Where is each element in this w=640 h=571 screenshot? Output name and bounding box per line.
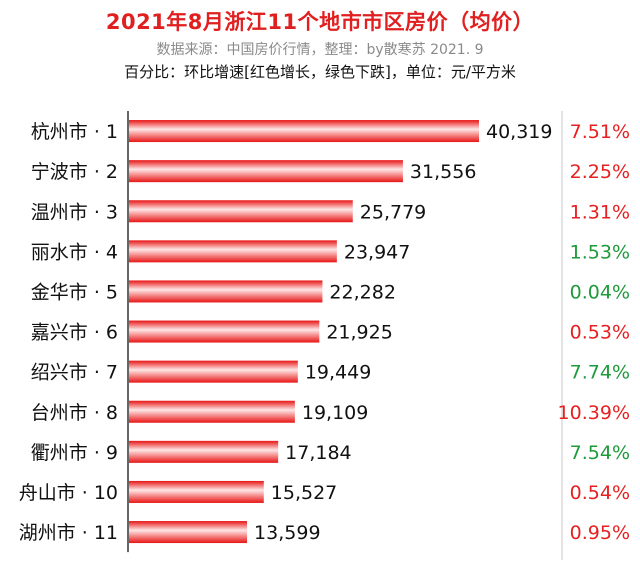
growth-label: 0.53%: [570, 322, 630, 344]
growth-label: 7.74%: [570, 362, 630, 384]
category-label: 衢州市 · 9: [31, 442, 118, 464]
growth-label: 10.39%: [558, 402, 630, 424]
bar: [129, 400, 295, 423]
value-label: 13,599: [254, 522, 320, 544]
chart-source: 数据来源：中国房价行情，整理：by散寒苏 2021. 9: [156, 42, 484, 58]
value-label: 17,184: [285, 442, 351, 464]
growth-label: 1.53%: [570, 241, 630, 263]
value-label: 19,109: [302, 402, 368, 424]
value-label: 15,527: [271, 482, 337, 504]
category-label: 台州市 · 8: [31, 402, 118, 424]
category-label: 湖州市 · 11: [19, 522, 118, 544]
growth-label: 0.95%: [570, 522, 630, 544]
bar: [129, 480, 264, 503]
bar: [129, 200, 353, 223]
category-label: 舟山市 · 10: [19, 482, 118, 504]
bar: [129, 160, 403, 183]
category-label: 嘉兴市 · 6: [31, 322, 118, 344]
growth-label: 7.51%: [570, 121, 630, 143]
bar: [129, 360, 298, 383]
growth-label: 1.31%: [570, 201, 630, 223]
value-label: 40,319: [486, 121, 552, 143]
bar: [129, 521, 248, 544]
bar: [129, 280, 323, 303]
value-label: 21,925: [326, 322, 392, 344]
bar: [129, 440, 279, 463]
bar: [129, 320, 320, 343]
growth-label: 0.54%: [570, 482, 630, 504]
value-label: 22,282: [329, 281, 395, 303]
category-label: 杭州市 · 1: [31, 121, 118, 143]
category-label: 金华市 · 5: [31, 281, 118, 303]
category-label: 宁波市 · 2: [31, 161, 118, 183]
category-label: 绍兴市 · 7: [31, 362, 118, 384]
bar: [129, 120, 479, 143]
value-label: 19,449: [305, 362, 371, 384]
growth-label: 7.54%: [570, 442, 630, 464]
value-label: 25,779: [360, 201, 426, 223]
growth-label: 2.25%: [570, 161, 630, 183]
category-label: 温州市 · 3: [31, 201, 118, 223]
bar: [129, 240, 337, 263]
growth-label: 0.04%: [570, 281, 630, 303]
category-label: 丽水市 · 4: [31, 241, 118, 263]
value-label: 31,556: [410, 161, 476, 183]
value-label: 23,947: [344, 241, 410, 263]
chart-note: 百分比：环比增速[红色增长，绿色下跌]，单位：元/平方米: [124, 63, 516, 81]
chart-title: 2021年8月浙江11个地市市区房价（均价）: [105, 10, 535, 34]
